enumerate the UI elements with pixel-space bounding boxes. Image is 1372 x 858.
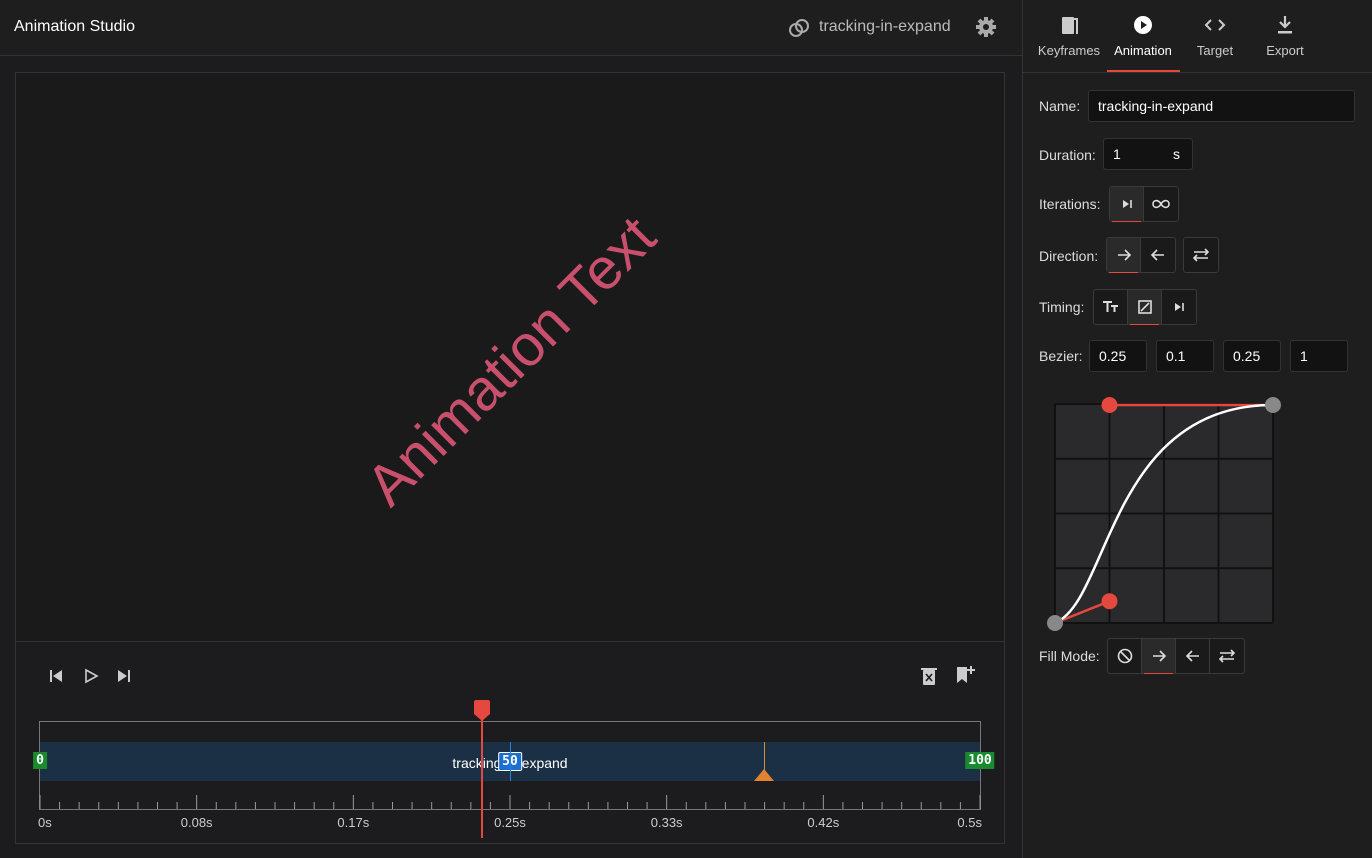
fill-both[interactable] — [1210, 639, 1244, 673]
time-label: 0.08s — [180, 815, 213, 830]
active-tab-indicator — [1107, 70, 1180, 72]
fill-none[interactable] — [1108, 639, 1142, 673]
handle-line — [1054, 600, 1110, 625]
tab-bar — [1023, 0, 1372, 73]
iterations-once[interactable] — [1110, 187, 1144, 222]
marker-line — [764, 742, 765, 778]
bezier-input[interactable]: 0.1 — [1156, 340, 1214, 372]
tab-icon — [1204, 19, 1226, 31]
marker[interactable] — [753, 768, 775, 782]
timing-bezier[interactable] — [1128, 290, 1162, 325]
timing-text[interactable] — [1094, 290, 1128, 324]
time-label: 0.42s — [807, 815, 840, 830]
tab[interactable]: Keyframes — [1032, 0, 1106, 72]
bezier-input[interactable]: 0.25 — [1089, 340, 1147, 372]
playhead-line — [481, 712, 483, 838]
bezier-label: Bezier: — [1039, 348, 1083, 364]
skip-start-button[interactable] — [48, 668, 64, 684]
direction-alternate[interactable] — [1184, 238, 1218, 272]
time-ruler — [39, 795, 981, 809]
fill-mode-label: Fill Mode: — [1039, 648, 1100, 664]
control-point[interactable] — [1101, 593, 1118, 610]
timing-label: Timing: — [1039, 299, 1085, 315]
bezier-input[interactable]: 0.25 — [1223, 340, 1281, 372]
direction-normal[interactable] — [1107, 238, 1141, 273]
preview-text: Animation Text — [353, 203, 669, 519]
duration-value: 1 — [1113, 146, 1121, 162]
fill-backwards[interactable] — [1176, 639, 1210, 673]
animation-name[interactable]: tracking-in-expand — [819, 18, 951, 35]
iterations-label: Iterations: — [1039, 196, 1101, 212]
fill-forwards[interactable] — [1142, 639, 1176, 674]
preview: Animation Text — [15, 72, 1005, 642]
keyframe-label[interactable]: 100 — [965, 752, 995, 769]
app-title: Animation Studio — [14, 18, 135, 35]
control-point[interactable] — [1101, 397, 1118, 413]
playhead[interactable] — [473, 700, 491, 722]
timing-steps[interactable] — [1162, 290, 1196, 324]
tab-label: Animation — [1114, 43, 1172, 58]
bezier-input[interactable]: 1 — [1290, 340, 1348, 372]
tab[interactable]: Target — [1178, 0, 1252, 72]
endpoint — [1047, 615, 1063, 631]
time-label: 0s — [38, 815, 52, 830]
direction-group — [1106, 237, 1176, 273]
keyframe-label[interactable]: 0 — [33, 752, 47, 769]
tab-icon — [1278, 16, 1292, 34]
direction-label: Direction: — [1039, 248, 1099, 264]
tab[interactable]: Animation — [1106, 0, 1180, 72]
iterations-infinite[interactable] — [1144, 187, 1178, 221]
tab-label: Export — [1266, 43, 1304, 58]
tab-label: Keyframes — [1037, 43, 1101, 58]
name-label: Name: — [1039, 98, 1081, 114]
time-label: 0.33s — [650, 815, 683, 830]
settings-button[interactable] — [975, 16, 997, 38]
time-label: 0.5s — [957, 815, 982, 830]
timing-curve — [1054, 403, 1274, 625]
time-label: 0.17s — [337, 815, 370, 830]
fill-mode-group — [1107, 638, 1245, 674]
header: Animation Studio tracking-in-expand — [0, 0, 1022, 56]
duration-label: Duration: — [1039, 147, 1096, 163]
tab[interactable]: Export — [1248, 0, 1322, 72]
tab-icon — [1134, 16, 1152, 34]
link-icon — [789, 19, 809, 37]
tab-label: Target — [1196, 43, 1234, 58]
tab-icon — [1062, 17, 1078, 34]
timing-group — [1093, 289, 1197, 325]
add-keyframe-button[interactable] — [955, 665, 975, 685]
name-input[interactable]: tracking-in-expand — [1088, 90, 1355, 122]
bezier-editor[interactable] — [1040, 390, 1290, 636]
keyframe-line — [510, 742, 511, 781]
delete-button[interactable] — [920, 666, 938, 686]
endpoint — [1265, 397, 1281, 413]
duration-unit: s — [1173, 146, 1180, 162]
alternate-group — [1183, 237, 1219, 273]
iterations-group — [1109, 186, 1179, 222]
skip-end-button[interactable] — [116, 668, 132, 684]
direction-reverse[interactable] — [1141, 238, 1175, 272]
time-label: 0.25s — [494, 815, 526, 830]
timeline-panel — [15, 642, 1005, 844]
play-button[interactable] — [83, 668, 99, 684]
